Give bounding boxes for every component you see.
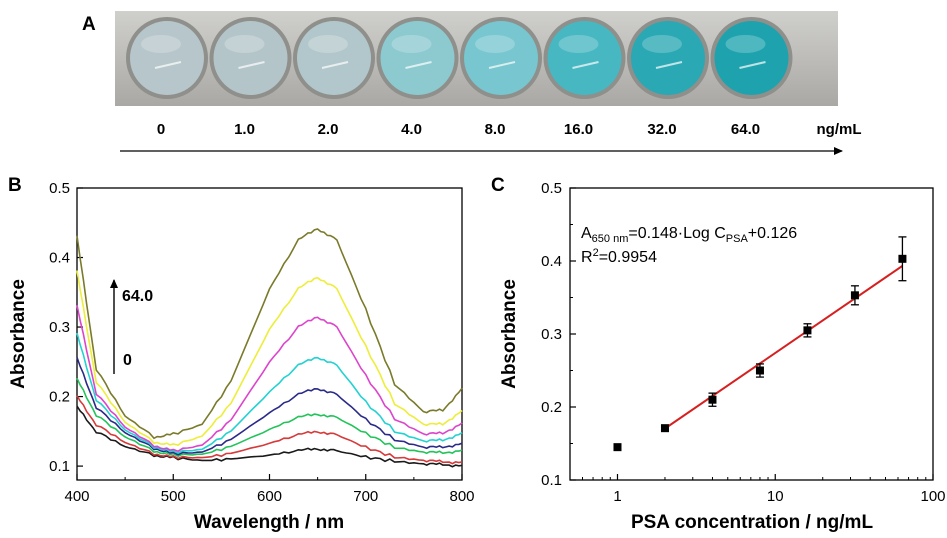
spectrum-line: [76, 377, 463, 458]
concentration-label: 32.0: [647, 121, 676, 138]
x-tick-label: 400: [64, 488, 89, 505]
well-highlight: [141, 35, 181, 53]
well-liquid: [464, 21, 538, 95]
c-ticks: 1 10 100 0.1 0.2 0.3 0.4 0.5: [541, 180, 945, 505]
well-highlight: [725, 35, 766, 53]
y-tick-label: 0.1: [49, 458, 70, 475]
well-liquid: [547, 21, 622, 95]
regression-equation: A650 nm=0.148·Log CPSA+0.126: [581, 225, 797, 245]
plot-frame-b: [76, 187, 463, 481]
well-glare: [154, 61, 182, 69]
y-tick-label: 0.5: [49, 180, 70, 197]
panel-b-label: B: [8, 175, 22, 196]
data-point: [613, 443, 622, 452]
well-liquid: [380, 21, 455, 95]
y-tick-label: 0.5: [541, 180, 562, 197]
concentration-label: 2.0: [318, 121, 339, 138]
y-tick-label: 0.4: [49, 250, 70, 267]
well-glare: [238, 61, 265, 69]
well-highlight: [558, 35, 599, 53]
unit-label: ng/mL: [817, 121, 862, 138]
c-fit: [664, 265, 903, 430]
y-tick-label: 0.4: [541, 253, 562, 270]
data-point: [803, 326, 812, 335]
x-tick-label: 500: [161, 488, 186, 505]
concentration-label: 64.0: [731, 121, 760, 138]
x-tick-label: 1: [613, 488, 621, 505]
well-highlight: [475, 35, 515, 53]
well-liquid: [213, 21, 288, 95]
data-point: [660, 424, 669, 433]
well-highlight: [308, 35, 348, 53]
data-point: [755, 366, 764, 375]
spectrum-line: [76, 332, 463, 454]
well-glare: [321, 61, 349, 69]
well-liquid: [714, 21, 789, 95]
x-tick-label: 10: [767, 488, 784, 505]
r-squared: R2=0.9954: [581, 247, 657, 266]
panel-c-label: C: [491, 175, 505, 196]
y-tick-label: 0.3: [49, 319, 70, 336]
spectrum-line: [76, 305, 463, 453]
data-point: [708, 395, 717, 404]
y-tick-label: 0.2: [541, 399, 562, 416]
spectrum-line: [76, 405, 463, 468]
y-tick-label: 0.3: [541, 326, 562, 343]
wells: [126, 17, 793, 99]
annotation-min: 0: [123, 352, 132, 369]
b-x-axis-label: Wavelength / nm: [194, 512, 344, 533]
panel-a-label: A: [82, 14, 96, 35]
c-x-axis-label: PSA concentration / ng/mL: [631, 512, 873, 533]
concentration-label: 16.0: [564, 121, 593, 138]
well-glare: [572, 61, 599, 69]
well-liquid: [297, 21, 371, 95]
x-tick-label: 100: [920, 488, 945, 505]
fit-line: [664, 265, 903, 430]
spectrum-line: [76, 270, 463, 446]
annotation-max: 64.0: [122, 288, 153, 305]
spectrum-line: [76, 395, 463, 465]
well-glare: [739, 61, 766, 69]
x-tick-label: 700: [353, 488, 378, 505]
b-y-axis-label: Absorbance: [8, 279, 29, 389]
x-tick-label: 600: [257, 488, 282, 505]
well-glare: [405, 61, 432, 69]
spectrum-line: [76, 357, 463, 456]
concentration-label: 0: [157, 121, 165, 138]
well-liquid: [130, 21, 204, 95]
concentration-label: 8.0: [485, 121, 506, 138]
well-liquid: [631, 21, 705, 95]
concentration-labels: 0 1.0 2.0 4.0 8.0 16.0 32.0 64.0: [157, 121, 760, 138]
data-point: [898, 254, 907, 263]
b-ticks: 400 500 600 700 800 0.1 0.2 0.3 0.4 0.5: [49, 180, 474, 505]
concentration-label: 4.0: [401, 121, 422, 138]
well-highlight: [391, 35, 432, 53]
well-highlight: [642, 35, 682, 53]
x-tick-label: 800: [449, 488, 474, 505]
y-tick-label: 0.1: [541, 472, 562, 489]
spectrum-line: [76, 228, 463, 440]
data-point: [850, 291, 859, 300]
c-y-axis-label: Absorbance: [499, 279, 520, 389]
well-glare: [655, 61, 683, 69]
panel-a: A 0 1.0 2.0 4.0 8.0 16.0 32.0 64.0 ng/mL: [82, 11, 862, 155]
well-glare: [488, 61, 516, 69]
c-points: [613, 236, 907, 452]
y-tick-label: 0.2: [49, 389, 70, 406]
b-series: [76, 228, 463, 468]
panel-c: C 1 10 100 0.1 0.2 0.3 0.4 0.5 A650 nm=0.148·Lo…: [491, 175, 946, 533]
well-highlight: [224, 35, 265, 53]
concentration-label: 1.0: [234, 121, 255, 138]
